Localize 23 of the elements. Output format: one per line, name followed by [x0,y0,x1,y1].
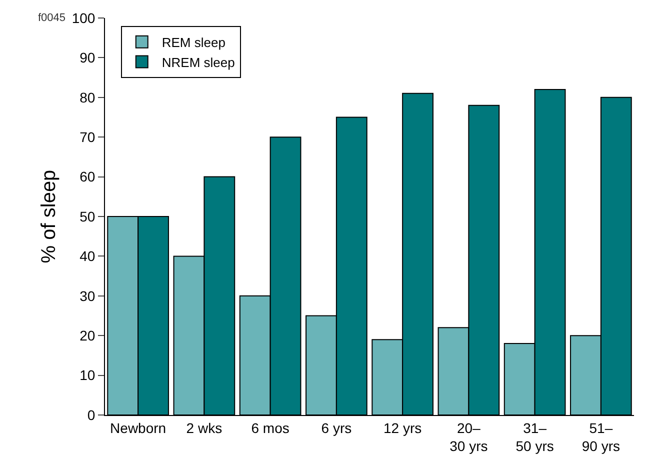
y-tick-label: 70 [80,129,96,145]
y-tick-label: 80 [80,89,96,106]
y-tick-label: 40 [80,248,96,264]
y-tick-label: 30 [80,288,96,304]
text: f0045 [38,12,66,24]
x-tick-label: 2 wks [186,420,222,436]
y-tick-label: 20 [80,328,96,344]
x-tick-label: 6 yrs [321,420,352,436]
y-tick-label: 10 [80,367,96,384]
y-axis-title: % of sleep [38,170,60,264]
x-tick-label: 12 yrs [383,420,422,436]
y-tick-label: 90 [80,50,96,66]
y-tick-label: 50 [80,208,96,224]
legend-label: REM sleep [162,34,226,50]
x-tick-label: 6 mos [251,420,290,436]
y-tick-label: 60 [80,168,96,185]
x-tick-label: 20– 30 yrs [450,420,488,454]
x-tick-label: Newborn [110,420,166,436]
y-tick-label: 100 [72,10,96,26]
x-tick-label: 51– 90 yrs [582,420,620,454]
legend-label: NREM sleep [162,54,235,70]
x-tick-label: 31– 50 yrs [516,420,554,454]
y-tick-label: 0 [87,406,96,423]
